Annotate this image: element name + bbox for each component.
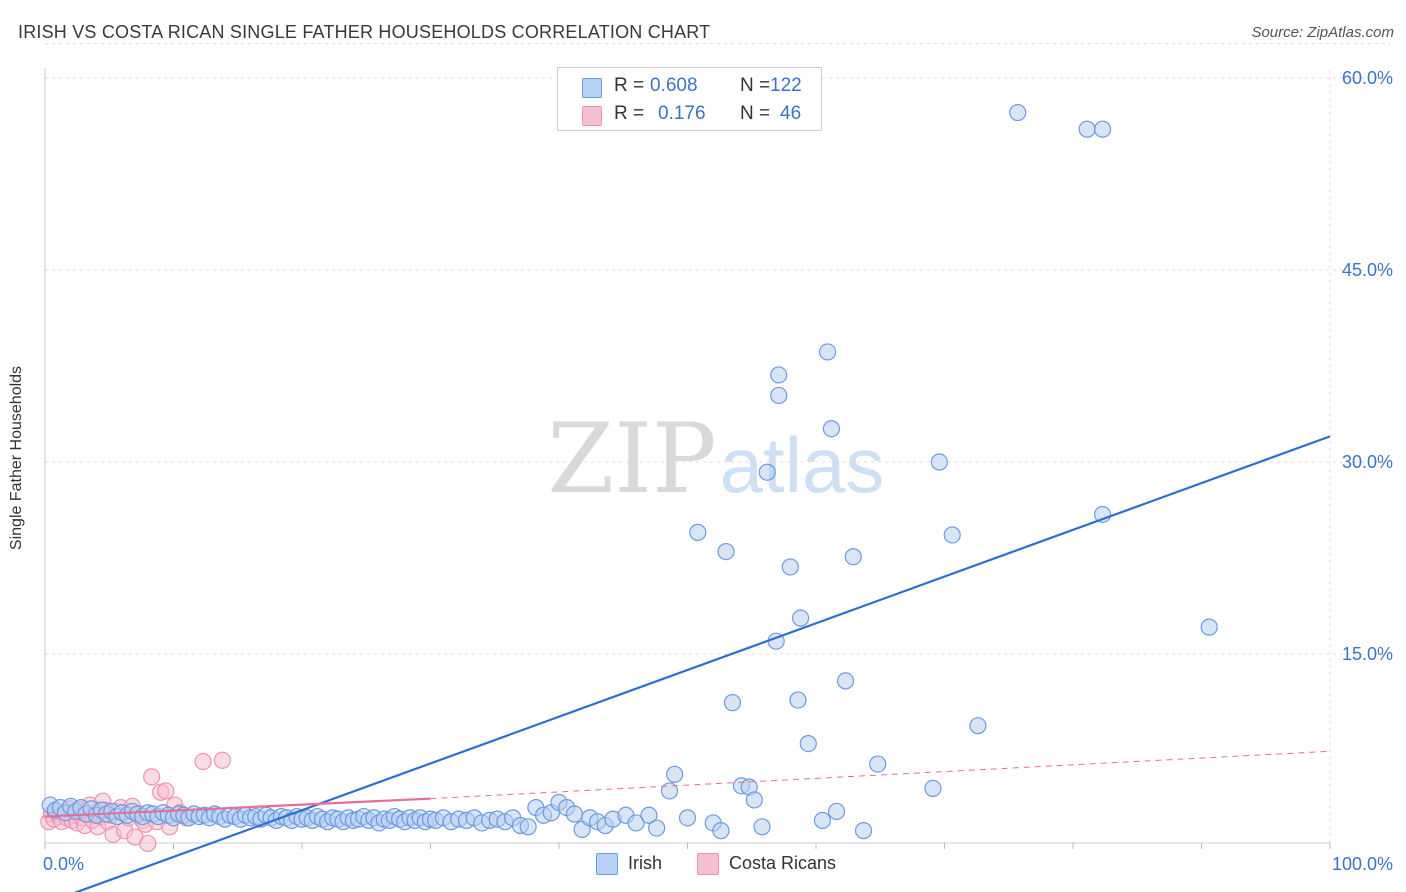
- irish-point-105: [678, 809, 697, 827]
- legend-row-irish: R = 0.608 N = 122: [558, 72, 821, 102]
- irish-n-label: N =: [740, 75, 771, 96]
- costa-r-label: R =: [614, 103, 645, 124]
- series-legend: Irish Costa Ricans: [0, 851, 1406, 877]
- chart-title: IRISH VS COSTA RICAN SINGLE FATHER HOUSE…: [18, 22, 711, 42]
- irish-point-128: [844, 548, 862, 566]
- irish-point-101: [640, 806, 658, 824]
- watermark: ZIP atlas: [547, 403, 884, 515]
- watermark-zip: ZIP: [547, 403, 716, 515]
- irish-r-value: 0.608: [650, 75, 698, 96]
- y-tick-label-2: 45.0%: [1342, 260, 1393, 280]
- legend-row-costa-ricans: R = 0.176 N = 46: [558, 100, 821, 130]
- irish-point-123: [813, 811, 832, 830]
- correlation-legend: R = 0.608 N = 122 R = 0.176 N = 46: [557, 67, 822, 131]
- irish-point-109: [717, 542, 735, 561]
- axes: [44, 68, 1331, 849]
- irish-point-87: [519, 818, 537, 836]
- irish-point-103: [660, 782, 679, 800]
- costa-n-label: N =: [740, 103, 771, 124]
- irish-r-label: R =: [614, 75, 645, 96]
- irish-point-118: [770, 366, 788, 384]
- irish-point-119: [781, 558, 799, 576]
- legend-swatch-irish: [596, 853, 618, 875]
- costa-r-value: 0.176: [658, 103, 706, 124]
- irish-point-131: [924, 779, 942, 798]
- irish-point-124: [818, 343, 837, 361]
- irish-point-121: [791, 609, 810, 627]
- x-tick-label-1: 100.0%: [1332, 854, 1393, 874]
- irish-point-114: [753, 818, 771, 836]
- irish-point-137: [1093, 120, 1112, 138]
- costa-ricans-trendline-extension: [430, 750, 1331, 800]
- irish-point-115: [758, 463, 776, 481]
- irish-point-120: [789, 691, 807, 709]
- irish-n-value: 122: [770, 75, 802, 96]
- x-tick-label-0: 0.0%: [43, 854, 84, 874]
- source-label: Source: ZipAtlas.com: [1251, 24, 1394, 41]
- irish-point-122: [799, 734, 817, 753]
- irish-point-127: [836, 672, 855, 690]
- costa-ricans-trendline: [44, 797, 431, 818]
- costa-n-value: 46: [780, 103, 802, 124]
- legend-label-irish: Irish: [628, 853, 663, 873]
- y-tick-label-3: 60.0%: [1342, 68, 1393, 88]
- irish-point-125: [822, 420, 841, 438]
- watermark-atlas: atlas: [720, 421, 885, 509]
- tick-labels: 15.0% 30.0% 45.0% 60.0% 0.0% 100.0%: [43, 68, 1393, 874]
- costa-point-39: [157, 782, 175, 800]
- y-tick-label-1: 30.0%: [1342, 452, 1393, 472]
- irish-point-100: [627, 814, 645, 832]
- legend-swatch-costa-ricans: [697, 853, 719, 875]
- irish-point-108: [712, 822, 730, 840]
- irish-point-130: [869, 755, 887, 773]
- irish-point-110: [723, 694, 742, 712]
- irish-point-129: [854, 822, 873, 840]
- irish-point-113: [745, 791, 763, 809]
- irish-point-139: [1200, 618, 1218, 636]
- irish-point-93: [565, 805, 584, 823]
- irish-trendline: [73, 435, 1331, 892]
- irish-point-117: [770, 386, 788, 405]
- costa-point-35: [139, 834, 157, 853]
- irish-point-132: [930, 453, 948, 471]
- trendlines: [44, 435, 1331, 892]
- irish-point-102: [648, 819, 666, 837]
- legend-label-costa-ricans: Costa Ricans: [729, 853, 837, 873]
- costa-point-36: [143, 768, 161, 786]
- irish-point-136: [1078, 120, 1096, 138]
- costa-point-44: [194, 752, 212, 771]
- costa-ricans-swatch: [582, 106, 602, 126]
- irish-point-135: [1009, 103, 1027, 122]
- irish-point-126: [827, 802, 846, 821]
- y-tick-label-0: 15.0%: [1342, 644, 1393, 664]
- irish-point-106: [689, 523, 707, 542]
- irish-point-134: [969, 717, 987, 735]
- irish-point-133: [943, 526, 961, 544]
- irish-swatch: [582, 78, 602, 98]
- gridlines: [45, 43, 1390, 843]
- costa-point-45: [213, 751, 231, 769]
- irish-point-104: [666, 765, 684, 783]
